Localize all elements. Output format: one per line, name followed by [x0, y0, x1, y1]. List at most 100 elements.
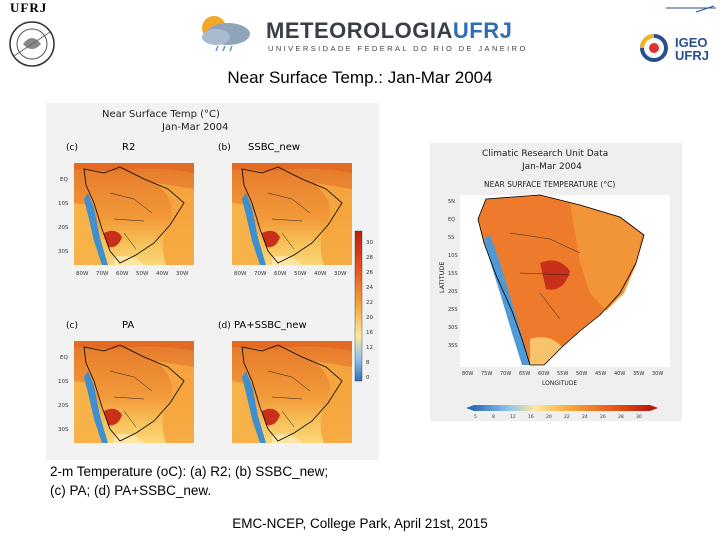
lat-tick: 20S [58, 225, 69, 231]
left-figure-title-1: Near Surface Temp (°C) [102, 109, 220, 120]
colorbar-tick: 24 [366, 285, 373, 291]
cru-colorbar-tick: 20 [546, 414, 552, 420]
lon-tick: 80W [234, 271, 247, 277]
caption-line-2: (c) PA; (d) PA+SSBC_new. [50, 483, 212, 498]
cru-lat-tick: 30S [448, 325, 458, 331]
cru-colorbar-tick: 5 [474, 414, 477, 420]
map-panel-c [73, 340, 195, 444]
brand-title: METEOROLOGIAUFRJ [266, 18, 512, 44]
brand-subtitle: UNIVERSIDADE FEDERAL DO RIO DE JANEIRO [268, 44, 528, 53]
cru-lon-tick: 30W [652, 371, 663, 377]
cru-colorbar-tick: 22 [564, 414, 570, 420]
cru-colorbar-tick: 30 [636, 414, 642, 420]
panel-a-name: R2 [122, 142, 135, 153]
cru-colorbar-tick: 16 [528, 414, 534, 420]
panel-b-tag: (b) [218, 143, 231, 153]
cru-lon-tick: 70W [500, 371, 511, 377]
cru-colorbar-tick: 12 [510, 414, 516, 420]
colorbar-tick: 16 [366, 330, 373, 336]
cru-map [460, 194, 670, 367]
lat-tick: EQ [60, 355, 68, 361]
cru-lon-tick: 65W [519, 371, 530, 377]
lon-tick: 40W [314, 271, 327, 277]
colorbar-tick: 30 [366, 240, 373, 246]
colorbar-tick: 22 [366, 300, 373, 306]
cru-lon-tick: 45W [595, 371, 606, 377]
cru-lon-tick: 55W [557, 371, 568, 377]
weather-cloud-icon [202, 16, 250, 52]
cru-lon-tick: 40W [614, 371, 625, 377]
cru-lat-tick: 15S [448, 271, 458, 277]
slide-footer: EMC-NCEP, College Park, April 21st, 2015 [232, 516, 488, 531]
cru-lon-tick: 35W [633, 371, 644, 377]
panel-d-name: PA+SSBC_new [234, 320, 307, 331]
left-figure-title-2: Jan-Mar 2004 [161, 122, 229, 133]
colorbar-tick: 8 [366, 360, 370, 366]
panel-c-tag: (c) [66, 321, 78, 331]
cru-colorbar-tick: 26 [600, 414, 606, 420]
cru-colorbar-tick: 24 [582, 414, 588, 420]
cru-lon-tick: 80W [462, 371, 473, 377]
lon-tick: 40W [156, 271, 169, 277]
caption-line-1: 2-m Temperature (oC): (a) R2; (b) SSBC_n… [50, 464, 329, 479]
colorbar-tick: 0 [366, 375, 370, 381]
lat-tick: 10S [58, 201, 69, 207]
ufrj-seal-icon [9, 21, 55, 67]
colorbar-tick: 28 [366, 255, 373, 261]
lon-tick: 60W [274, 271, 287, 277]
cru-colorbar-tick: 8 [492, 414, 495, 420]
cru-lat-tick: 5S [448, 235, 454, 241]
cru-lat-tick: 10S [448, 253, 458, 259]
map-panel-b [231, 162, 353, 266]
panel-d-tag: (d) [218, 321, 231, 331]
cru-lon-tick: 60W [538, 371, 549, 377]
lat-tick: EQ [60, 177, 68, 183]
colorbar-tick: 20 [366, 315, 373, 321]
lat-tick: 30S [58, 427, 69, 433]
cru-title-1: Climatic Research Unit Data [482, 149, 608, 159]
cru-colorbar [474, 405, 650, 411]
cru-lat-tick: 5N [448, 199, 455, 205]
colorbar [354, 230, 363, 382]
figure-caption: 2-m Temperature (oC): (a) R2; (b) SSBC_n… [50, 462, 328, 500]
cru-lat-tick: 20S [448, 289, 458, 295]
model-temperature-figure: Near Surface Temp (°C) Jan-Mar 2004 (c) … [46, 103, 379, 460]
cru-ylabel: LATITUDE [438, 262, 446, 293]
lon-tick: 30W [334, 271, 347, 277]
colorbar-tick: 12 [366, 345, 373, 351]
igeo-logo-icon [640, 5, 716, 62]
cru-lon-tick: 75W [481, 371, 492, 377]
lat-tick: 10S [58, 379, 69, 385]
cru-title-2: Jan-Mar 2004 [521, 162, 582, 172]
cru-lat-tick: EQ [448, 217, 455, 223]
slide-title: Near Surface Temp.: Jan-Mar 2004 [227, 68, 493, 87]
lon-tick: 80W [76, 271, 89, 277]
cru-lat-tick: 35S [448, 343, 458, 349]
igeo-line2: UFRJ [675, 48, 709, 63]
cru-lon-tick: 50W [576, 371, 587, 377]
lon-tick: 70W [96, 271, 109, 277]
panel-b-name: SSBC_new [248, 142, 300, 153]
cru-colorbar-tick: 28 [618, 414, 624, 420]
cru-lat-tick: 25S [448, 307, 458, 313]
cru-xlabel: LONGITUDE [542, 380, 577, 387]
lon-tick: 50W [294, 271, 307, 277]
cru-temperature-figure: Climatic Research Unit Data Jan-Mar 2004… [430, 143, 682, 421]
ufrj-logo-text: UFRJ [10, 0, 48, 15]
colorbar-tick: 26 [366, 270, 373, 276]
brand-main: METEOROLOGIA [266, 18, 453, 43]
igeo-line1: IGEO [675, 35, 708, 50]
panel-c-name: PA [122, 320, 134, 331]
cru-subtitle: NEAR SURFACE TEMPERATURE (°C) [484, 180, 615, 189]
lon-tick: 70W [254, 271, 267, 277]
lat-tick: 30S [58, 249, 69, 255]
igeo-logo-text: IGEO UFRJ [675, 36, 709, 62]
lon-tick: 60W [116, 271, 129, 277]
map-panel-d [231, 340, 353, 444]
map-panel-a [73, 162, 195, 266]
lon-tick: 30W [176, 271, 189, 277]
lon-tick: 50W [136, 271, 149, 277]
panel-a-tag: (c) [66, 143, 78, 153]
brand-accent: UFRJ [452, 18, 513, 43]
lat-tick: 20S [58, 403, 69, 409]
